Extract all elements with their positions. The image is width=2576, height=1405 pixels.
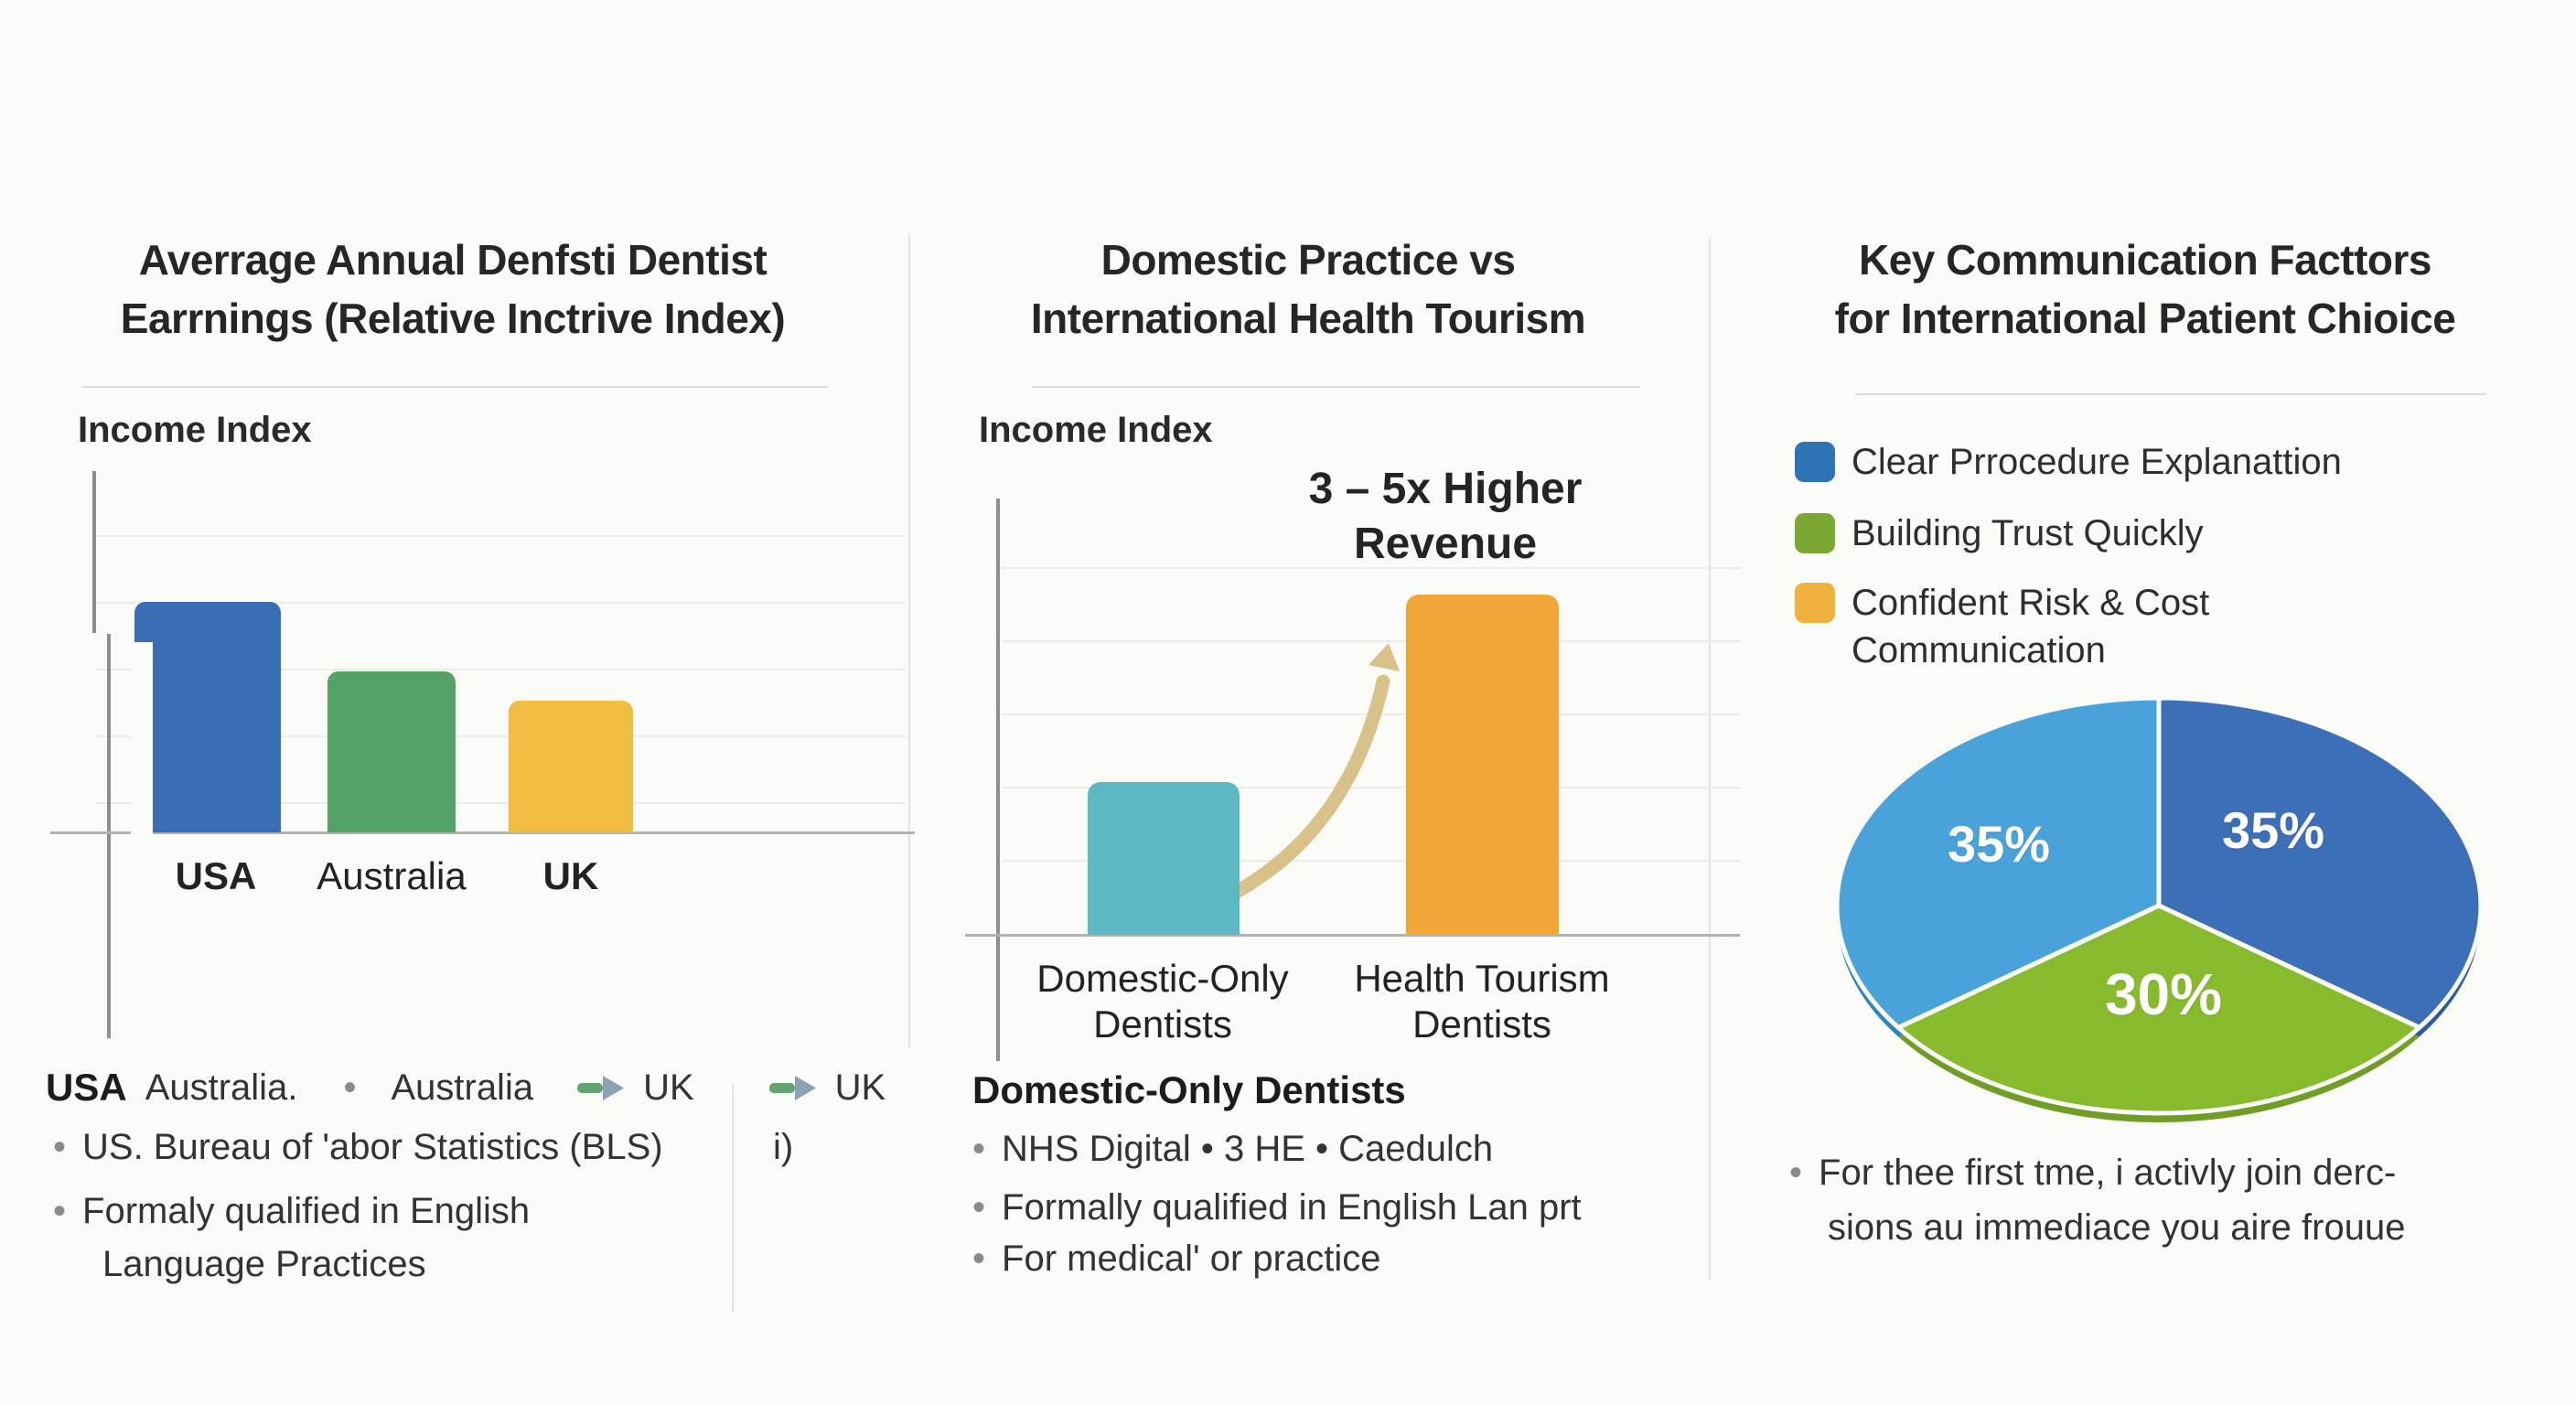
bar-australia <box>327 671 456 832</box>
earnings-footer-bullet2-line2: Language Practices <box>102 1244 426 1284</box>
cat-label-domestic: Domestic-Only Dentists <box>1035 956 1291 1047</box>
cat-label-domestic-line2: Dentists <box>1093 1003 1232 1046</box>
bullet-glyph: • <box>343 1067 357 1108</box>
communication-footer: • For thee first tme, i activly join derc… <box>1789 1151 2521 1195</box>
earnings-title: Averrage Annual Denfsti Dentist Earrning… <box>41 231 864 348</box>
bullet-glyph: • <box>972 1187 986 1228</box>
earnings-y-axis-upper <box>92 471 96 633</box>
gridline <box>96 735 906 737</box>
arrow-right-icon <box>768 1076 816 1100</box>
tourism-footer-bullet1: • NHS Digital • 3 HE • Caedulch <box>972 1127 1493 1171</box>
tourism-title: Domestic Practice vs International Healt… <box>933 231 1683 348</box>
pie-slice-1 <box>1895 903 2422 1116</box>
cat-label-tourism-line1: Health Tourism <box>1354 957 1610 1000</box>
pie-slice-0 <box>2156 695 2484 1030</box>
bar-health-tourism <box>1406 595 1559 935</box>
gridline <box>1002 640 1740 642</box>
decision-text-line1: For thee first tme, i activly join derc- <box>1819 1153 2397 1193</box>
gridline <box>1002 860 1740 862</box>
nhs-source-text: NHS Digital • 3 HE • Caedulch <box>1002 1129 1494 1169</box>
earnings-footer-note: i) <box>773 1127 794 1167</box>
bullet-glyph: • <box>1789 1153 1803 1193</box>
bullet-glyph: • <box>53 1127 67 1167</box>
earnings-title-rule <box>82 386 828 388</box>
earnings-footer-line1: USA Australia. • Australia UK UK <box>46 1066 887 1110</box>
pie-slice-2 <box>1834 695 2162 1030</box>
gridline <box>96 535 906 537</box>
legend-swatch-blue <box>1795 442 1835 482</box>
pie-chart <box>1834 695 2484 1122</box>
gridline <box>96 802 906 804</box>
legend-swatch-yellow <box>1795 583 1835 623</box>
panel-divider-middle-right <box>1709 238 1711 1281</box>
legend-item-procedure: Clear Prrocedure Explanattion <box>1795 439 2342 485</box>
tourism-footer-heading: Domestic-Only Dentists <box>972 1068 1406 1111</box>
annotation-line1: 3 – 5x Higher <box>1308 465 1583 513</box>
footer-uk-2: UK <box>834 1067 886 1108</box>
bar-uk <box>509 701 633 832</box>
gridline <box>1002 567 1740 569</box>
legend-label-risk-cost-line2: Communication <box>1852 630 2106 670</box>
tourism-title-rule <box>1032 386 1640 388</box>
cat-label-australia: Australia <box>317 854 467 897</box>
earnings-y-axis-lower <box>107 634 111 1038</box>
legend-swatch-green <box>1795 513 1835 553</box>
legend-label-procedure: Clear Prrocedure Explanattion <box>1852 442 2342 482</box>
earnings-footer-bullet2: • Formaly qualified in English <box>53 1189 530 1233</box>
divider-segment-left-footer <box>732 1084 734 1313</box>
annotation-line2: Revenue <box>1353 520 1538 568</box>
cat-label-uk: UK <box>542 854 599 897</box>
communication-title-rule <box>1855 393 2486 395</box>
bullet-glyph: • <box>972 1239 986 1279</box>
qualified-text-line1: Formaly qualified in English <box>82 1191 531 1231</box>
footer-australia-period: Australia. <box>145 1067 298 1108</box>
cat-label-tourism-line2: Dentists <box>1412 1003 1551 1046</box>
gridline <box>96 602 906 604</box>
bar-usa-step-notch <box>131 642 153 834</box>
footer-australia: Australia <box>391 1067 534 1108</box>
footer-usa: USA <box>46 1066 127 1109</box>
bullet-glyph: • <box>972 1129 986 1169</box>
legend-item-trust: Building Trust Quickly <box>1795 510 2204 556</box>
panel-divider-left-middle <box>908 233 910 1047</box>
tourism-y-axis-label: Income Index <box>979 410 1213 450</box>
legend-item-risk-cost: Confident Risk & Cost <box>1795 580 2209 626</box>
earnings-title-line1: Averrage Annual Denfsti Dentist <box>138 236 767 284</box>
gridline <box>96 669 906 670</box>
tourism-title-line2: International Health Tourism <box>1030 295 1586 342</box>
communication-title-line2: for International Patient Chioice <box>1834 295 2456 342</box>
bar-usa <box>134 602 281 832</box>
legend-label-risk-cost: Confident Risk & Cost <box>1852 583 2210 623</box>
revenue-annotation: 3 – 5x Higher Revenue <box>1217 462 1674 572</box>
bullet-glyph: • <box>53 1191 67 1231</box>
earnings-title-line2: Earrnings (Relative Inctrive Index) <box>120 295 786 342</box>
qualified-lan-text: Formally qualified in English Lan prt <box>1002 1187 1582 1228</box>
communication-title-line1: Key Communication Facttors <box>1859 236 2432 284</box>
cat-label-tourism: Health Tourism Dentists <box>1354 956 1610 1047</box>
pie-label-green-30: 30% <box>2104 961 2223 1027</box>
gridline <box>1002 787 1740 788</box>
tourism-footer-bullet2: • Formally qualified in English Lan prt <box>972 1185 1582 1229</box>
communication-title: Key Communication Facttors for Internati… <box>1784 231 2506 348</box>
communication-footer-line2: sions au immediace you aire frouue <box>1828 1207 2406 1248</box>
bls-source-text: US. Bureau of 'abor Statistics (BLS) <box>82 1127 663 1167</box>
tourism-x-axis <box>965 934 1740 937</box>
pie-label-lightblue-35: 35% <box>1947 815 2051 873</box>
medical-practice-text: For medical' or practice <box>1002 1239 1381 1279</box>
pie-label-blue-35: 35% <box>2221 801 2325 859</box>
arrow-right-icon <box>577 1076 625 1100</box>
tourism-title-line1: Domestic Practice vs <box>1100 236 1516 284</box>
earnings-y-axis-label: Income Index <box>78 410 312 450</box>
tourism-footer-bullet3: • For medical' or practice <box>972 1237 1380 1281</box>
footer-uk-1: UK <box>643 1067 694 1108</box>
cat-label-usa: USA <box>175 854 257 897</box>
legend-label-trust: Building Trust Quickly <box>1852 513 2204 553</box>
earnings-x-axis <box>50 831 915 834</box>
bar-domestic-only <box>1088 782 1240 935</box>
cat-label-domestic-line1: Domestic-Only <box>1036 957 1289 1000</box>
earnings-footer-bullet1: • US. Bureau of 'abor Statistics (BLS) <box>53 1125 663 1169</box>
tourism-y-axis <box>996 499 1000 1061</box>
